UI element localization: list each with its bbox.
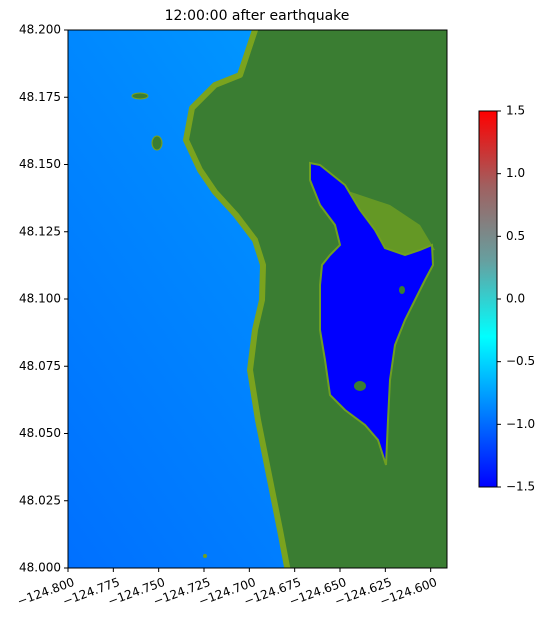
y-tick-label: 48.150 [19, 157, 61, 171]
colorbar [478, 110, 498, 488]
y-tick-label: 48.025 [19, 493, 61, 507]
map-image [68, 30, 447, 568]
shallows [345, 190, 435, 255]
colorbar-tick-label: −1.0 [506, 417, 535, 431]
islet [399, 286, 405, 294]
colorbar-tick-label: −0.5 [506, 354, 535, 368]
y-tick-label: 48.075 [19, 359, 61, 373]
islet [203, 554, 207, 558]
chart-title: 12:00:00 after earthquake [165, 8, 350, 24]
y-tick-label: 48.125 [19, 224, 61, 238]
lake [309, 161, 435, 466]
islet [131, 92, 149, 100]
colorbar-tick-label: 0.5 [506, 229, 525, 243]
colorbar-tick-label: 1.5 [506, 104, 525, 118]
colorbar-tick-label: −1.5 [506, 480, 535, 494]
y-tick-label: 48.100 [19, 292, 61, 306]
y-tick-label: 48.000 [19, 561, 61, 575]
y-tick-label: 48.175 [19, 90, 61, 104]
colorbar-tick-label: 1.0 [506, 166, 525, 180]
y-tick-label: 48.050 [19, 426, 61, 440]
islet [354, 381, 366, 391]
colorbar-tick-label: 0.0 [506, 292, 525, 306]
y-tick-label: 48.200 [19, 23, 61, 37]
islet [151, 135, 163, 151]
